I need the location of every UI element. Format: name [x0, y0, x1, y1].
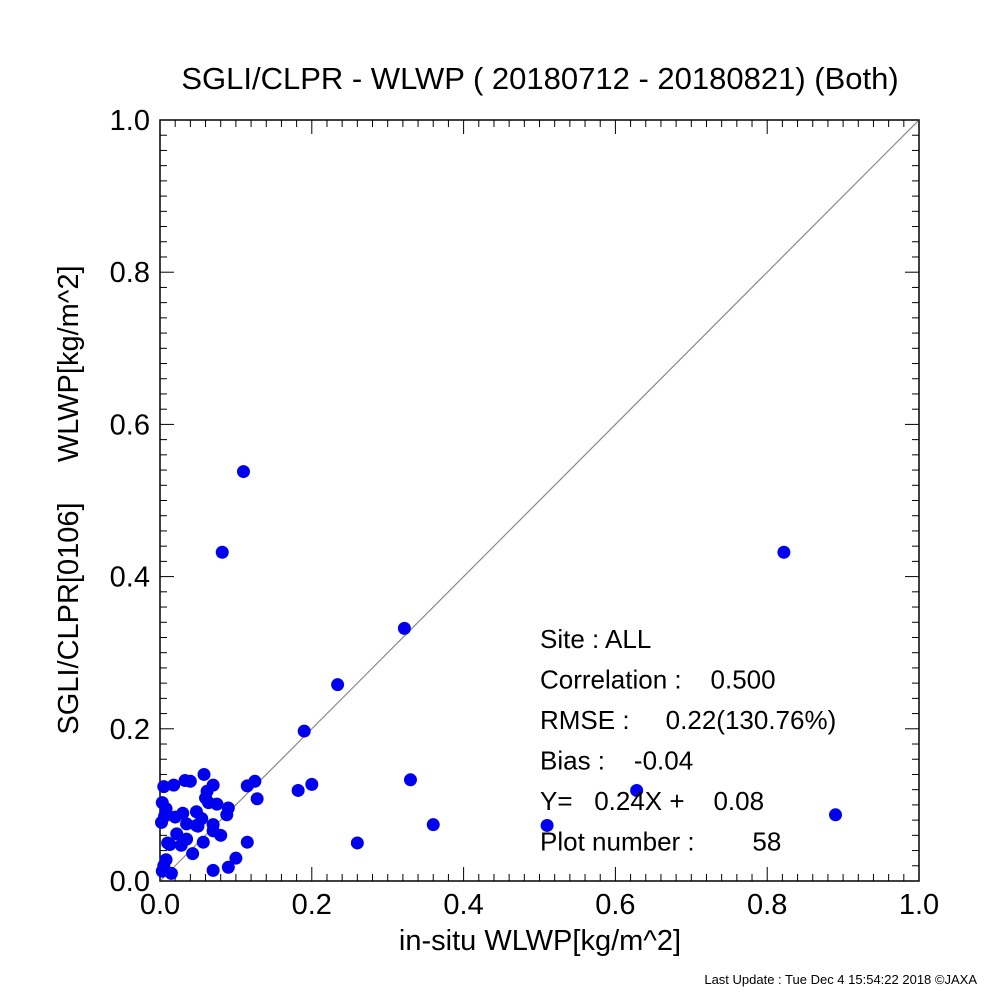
x-tick-labels: 0.0 0.2 0.4 0.6 0.8 1.0 — [140, 889, 939, 921]
statistics-box: Site : ALL Correlation : 0.500 RMSE : 0.22… — [540, 624, 836, 857]
data-point — [829, 808, 843, 822]
data-point — [197, 767, 211, 781]
data-point — [186, 847, 200, 861]
data-point — [215, 545, 229, 559]
stat-line: Correlation : 0.500 — [540, 665, 776, 695]
footer-text: Last Update : Tue Dec 4 15:54:22 2018 ©J… — [704, 972, 977, 987]
chart-title: SGLI/CLPR - WLWP ( 20180712 - 20180821) … — [181, 61, 898, 96]
data-point — [168, 810, 182, 824]
y-axis-label: SGLI/CLPR[0106] WLWP[kg/m^2] — [53, 265, 85, 734]
data-point — [236, 465, 250, 479]
data-point — [157, 780, 171, 794]
x-tick-label: 0.0 — [140, 889, 180, 921]
stat-line: Bias : -0.04 — [540, 746, 693, 776]
data-point — [206, 863, 220, 877]
data-point — [221, 860, 235, 874]
data-point — [291, 783, 305, 797]
data-point — [350, 836, 364, 850]
x-tick-label: 0.6 — [595, 889, 635, 921]
stat-line: RMSE : 0.22(130.76%) — [540, 705, 836, 735]
x-tick-label: 0.2 — [292, 889, 332, 921]
data-point — [195, 812, 209, 826]
stat-line: Site : ALL — [540, 624, 651, 654]
x-tick-label: 1.0 — [899, 889, 939, 921]
data-point — [155, 815, 169, 829]
data-point — [403, 773, 417, 787]
data-point — [540, 818, 554, 832]
y-tick-label: 0.4 — [110, 562, 150, 594]
plot-area — [155, 119, 920, 882]
x-tick-label: 0.4 — [443, 889, 483, 921]
data-point — [397, 621, 411, 635]
data-point — [220, 808, 234, 822]
y-tick-label: 0.8 — [110, 257, 150, 289]
data-point — [178, 774, 192, 788]
data-point — [180, 832, 194, 846]
data-points — [155, 465, 843, 880]
y-tick-label: 1.0 — [110, 105, 150, 137]
data-point — [161, 836, 175, 850]
y-tick-labels: 0.0 0.2 0.4 0.6 0.8 1.0 — [110, 105, 150, 898]
y-tick-label: 0.6 — [110, 409, 150, 441]
data-point — [167, 778, 181, 792]
y-tick-label: 0.0 — [110, 866, 150, 898]
x-axis-label: in-situ WLWP[kg/m^2] — [399, 925, 681, 957]
y-tick-label: 0.2 — [110, 714, 150, 746]
data-point — [331, 678, 345, 692]
stat-line: Y= 0.24X + 0.08 — [540, 786, 764, 816]
data-point — [229, 851, 243, 865]
data-point — [180, 817, 194, 831]
data-point — [199, 791, 213, 805]
x-tick-label: 0.8 — [747, 889, 787, 921]
data-point — [250, 792, 264, 806]
data-point — [305, 777, 319, 791]
data-point — [777, 545, 791, 559]
data-point — [214, 828, 228, 842]
data-point — [297, 724, 311, 738]
data-point — [630, 783, 644, 797]
data-point — [170, 827, 184, 841]
data-point — [240, 779, 254, 793]
data-point — [426, 818, 440, 832]
axis-ticks — [159, 119, 920, 882]
data-point — [155, 864, 169, 878]
stat-line: Plot number : 58 — [540, 827, 781, 857]
one-to-one-line — [159, 119, 920, 882]
data-point — [240, 835, 254, 849]
data-point — [196, 835, 210, 849]
